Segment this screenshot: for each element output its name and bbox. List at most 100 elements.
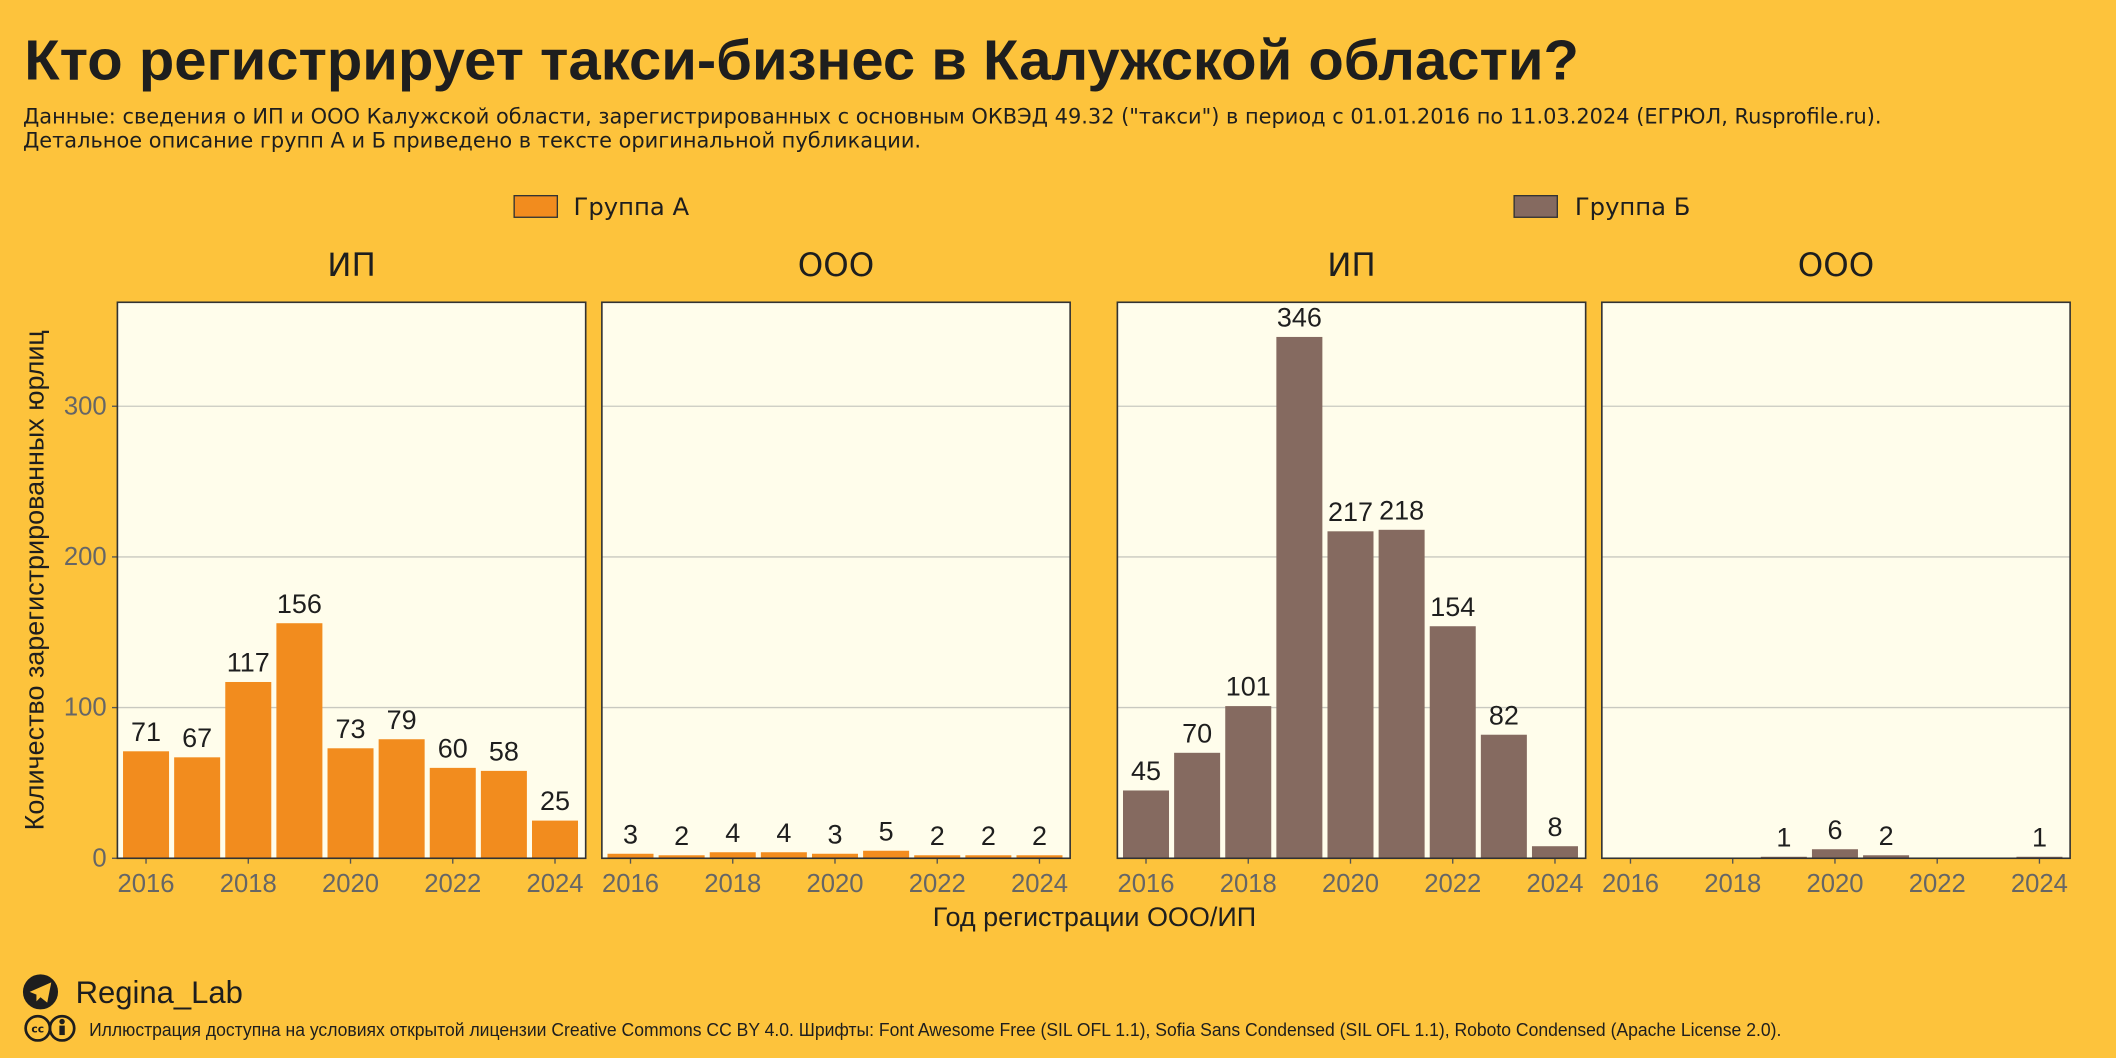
data-label: 1 [2032,822,2047,852]
bar [327,748,374,859]
bar [378,739,425,859]
by-icon [48,1014,76,1042]
data-label: 79 [387,705,417,735]
x-tick-label: 2020 [1322,870,1379,898]
x-tick-label: 2020 [806,870,863,898]
bar [658,855,705,859]
panel-title: ИП [1327,246,1376,284]
data-label: 2 [674,821,689,851]
bar [1174,752,1221,859]
x-tick-label: 2024 [1011,870,1068,898]
panel-title: ООО [1798,246,1874,284]
bar [480,770,527,859]
legend-swatch [1513,195,1558,218]
data-label: 346 [1277,303,1322,333]
x-tick-label: 2016 [118,870,175,898]
data-label: 4 [776,818,791,848]
y-axis-label: Количество зарегистрированных юрлиц [20,330,50,830]
panel-border [1601,301,2071,860]
y-tick-label: 0 [92,844,106,872]
bar [863,850,910,859]
subtitle: Детальное описание групп А и Б приведено… [23,129,921,153]
data-label: 3 [827,819,842,849]
data-label: 1 [1776,822,1791,852]
x-tick-label: 2022 [909,870,966,898]
bar [914,855,961,859]
x-tick-label: 2020 [322,870,379,898]
license: Иллюстрация доступна на условиях открыто… [89,1020,1781,1041]
x-tick-label: 2016 [1117,870,1174,898]
bar [429,767,476,859]
data-label: 60 [438,733,468,763]
bar [532,820,579,859]
bar [276,623,323,859]
data-label: 4 [725,818,740,848]
chart-title: Кто регистрирует такси-бизнес в Калужско… [24,30,1579,93]
x-tick-label: 2022 [1424,870,1481,898]
bar [1429,626,1476,859]
by-icon [59,1025,65,1036]
bar [1863,855,1910,859]
cc-icon: cc [31,1023,44,1036]
data-label: 3 [623,819,638,849]
x-tick-label: 2024 [526,870,583,898]
data-label: 217 [1328,497,1373,527]
data-label: 2 [1879,821,1894,851]
bar [1016,855,1063,859]
bar [709,852,756,859]
data-label: 73 [336,714,366,744]
bar [123,751,170,859]
by-icon [59,1018,65,1025]
data-label: 2 [981,821,996,851]
data-label: 154 [1430,592,1475,622]
data-label: 71 [131,717,161,747]
x-tick-label: 2016 [602,870,659,898]
legend-label: Группа Б [1575,192,1691,221]
data-label: 8 [1547,812,1562,842]
bar [965,855,1012,859]
data-label: 117 [227,648,270,678]
y-tick-label: 100 [64,694,107,722]
panel-border [601,301,1071,860]
panel-border [1116,301,1587,860]
data-label: 218 [1379,495,1424,525]
bar [1276,336,1323,859]
x-tick-label: 2022 [1909,870,1966,898]
author: Regina_Lab [76,975,243,1010]
bar [1480,734,1527,859]
data-label: 58 [489,736,519,766]
bar [607,853,654,859]
panel-background [1601,302,2071,859]
panel-border [116,301,587,860]
x-tick-label: 2024 [1526,870,1583,898]
y-tick-label: 300 [64,392,107,420]
data-label: 156 [277,589,322,619]
legend-swatch [513,195,559,218]
data-label: 25 [540,786,570,816]
x-tick-label: 2018 [704,870,761,898]
data-label: 101 [1226,672,1271,702]
bar [1531,846,1578,859]
data-label: 2 [930,821,945,851]
x-tick-label: 2016 [1602,870,1659,898]
bar [225,681,272,859]
data-label: 5 [879,816,894,846]
data-label: 6 [1827,815,1842,845]
bar [760,852,807,859]
bar [811,853,858,859]
data-label: 2 [1032,821,1047,851]
x-tick-label: 2024 [2011,870,2068,898]
data-label: 67 [182,723,212,753]
panel-title: ИП [327,246,376,284]
bar [1811,849,1858,859]
x-tick-label: 2018 [1220,870,1277,898]
panel-title: ООО [798,246,874,284]
bar [1327,531,1374,859]
subtitle: Данные: сведения о ИП и ООО Калужской об… [23,104,1882,128]
x-axis-label: Год регистрации ООО/ИП [933,902,1256,932]
bar [1378,529,1425,859]
bar [174,757,221,859]
y-tick-label: 200 [64,543,107,571]
